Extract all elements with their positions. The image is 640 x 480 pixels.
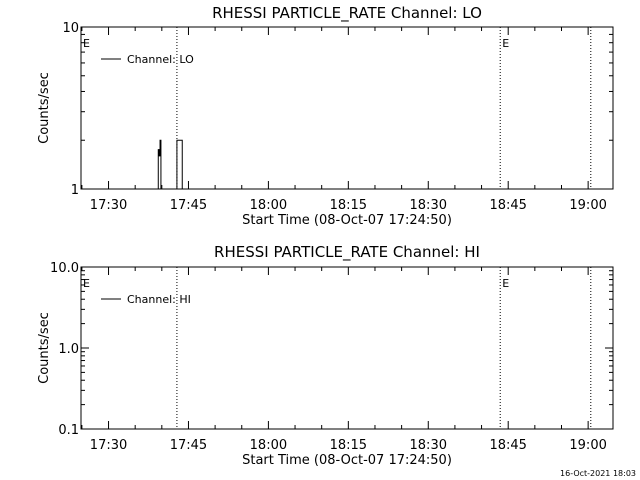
x-tick-label: 18:00 [250, 438, 287, 453]
event-flag-label: E [502, 37, 509, 50]
chart-panel-0: RHESSI PARTICLE_RATE Channel: LO 17:30 17:… [37, 4, 614, 228]
start-flag-label: E [83, 37, 90, 50]
y-tick-label: 1 [71, 183, 79, 198]
x-tick-label: 18:45 [489, 198, 526, 213]
x-tick-label: 19:00 [569, 198, 606, 213]
event-flag-label: E [502, 277, 509, 290]
x-tick-label: 17:30 [90, 438, 127, 453]
x-tick-label: 19:00 [569, 438, 606, 453]
start-flag-label: E [83, 277, 90, 290]
y-tick-label: 10 [62, 21, 79, 36]
x-tick-label: 18:15 [330, 198, 367, 213]
x-tick-label: 18:45 [489, 438, 526, 453]
x-tick-label: 18:15 [330, 438, 367, 453]
y-tick-label: 0.1 [58, 423, 79, 438]
x-tick-label: 17:45 [170, 198, 207, 213]
plot-frame [80, 26, 614, 190]
x-tick-label: 17:30 [90, 198, 127, 213]
x-tick-label: 18:30 [410, 198, 447, 213]
chart-panel-1: RHESSI PARTICLE_RATE Channel: HI 17:30 17:… [37, 243, 614, 468]
y-axis-label: Counts/sec [37, 72, 52, 144]
y-tick-label: 10.0 [50, 261, 79, 276]
y-tick-label: 1.0 [58, 342, 79, 357]
x-tick-label: 18:00 [250, 198, 287, 213]
x-tick-label: 17:45 [170, 438, 207, 453]
x-tick-label: 18:30 [410, 438, 447, 453]
y-axis-label: Counts/sec [37, 312, 52, 384]
footer-timestamp: 16-Oct-2021 18:03 [560, 469, 636, 478]
chart-title: RHESSI PARTICLE_RATE Channel: HI [214, 243, 480, 262]
plot-frame [80, 266, 614, 430]
legend-label: Channel: HI [127, 293, 191, 306]
x-axis-label: Start Time (08-Oct-07 17:24:50) [242, 213, 452, 228]
legend-label: Channel: LO [127, 53, 194, 66]
x-axis-label: Start Time (08-Oct-07 17:24:50) [242, 453, 452, 468]
chart-title: RHESSI PARTICLE_RATE Channel: LO [212, 4, 482, 23]
series-line-0 [157, 139, 183, 190]
